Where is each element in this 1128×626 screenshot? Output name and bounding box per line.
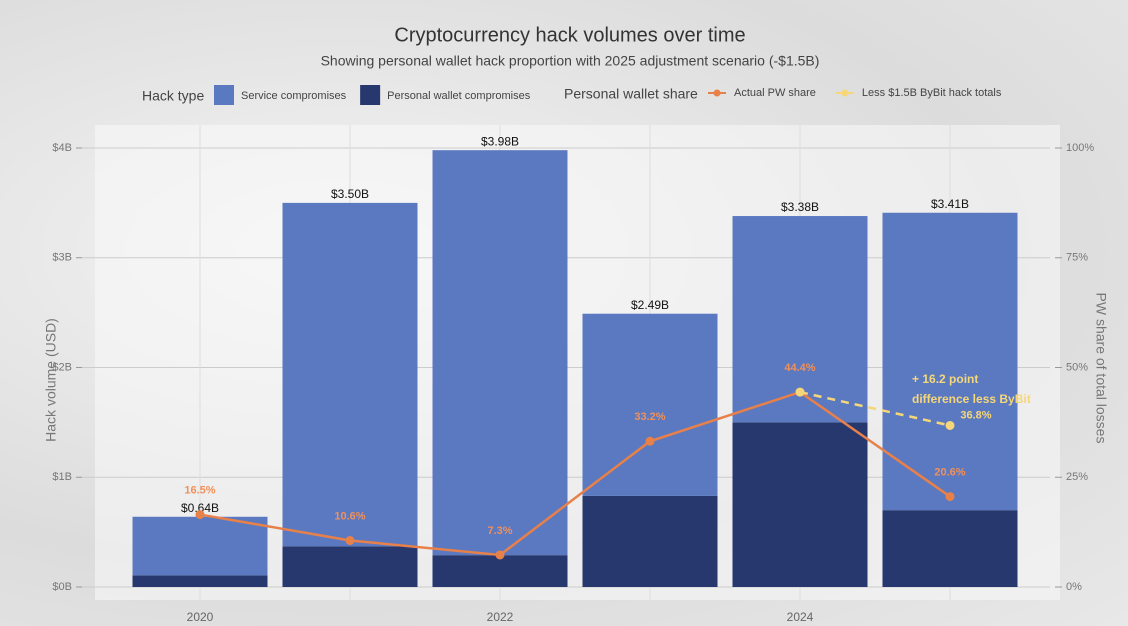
line-point [195,510,205,520]
bar [432,555,568,587]
bar [882,212,1018,511]
chart-title: Cryptocurrency hack volumes over time [394,24,745,46]
y2-axis-title: PW share of total losses [1093,293,1109,444]
line-point [795,387,805,397]
x-tick-label: 2022 [487,610,514,624]
y-axis-title: Hack volume (USD) [43,318,59,442]
legend-dot [841,89,849,97]
legend-swatch [214,85,234,105]
line [199,390,951,557]
total-label: $3.41B [931,197,969,211]
bar [732,422,868,587]
line-point [945,420,955,430]
point-label: 7.3% [487,525,512,537]
y2-tick-label: 75% [1066,252,1088,264]
bar [132,516,268,576]
bar [432,150,568,556]
total-label: $3.50B [331,187,369,201]
line-point [645,436,655,446]
line-point [495,550,505,560]
point-label: 44.4% [784,362,815,374]
bar [582,495,718,587]
legend-label: Less $1.5B ByBit hack totals [862,87,1002,99]
y2-tick-label: 50% [1066,361,1088,373]
point-label: 10.6% [334,510,365,522]
y2-tick-label: 100% [1066,142,1094,154]
bar [882,510,1018,587]
line [799,390,951,427]
legend-title: Hack type [142,88,204,104]
y-tick-label: $0B [52,581,72,593]
point-label: 33.2% [634,411,665,423]
annotation: + 16.2 point difference less ByBit [912,372,1031,406]
line-point [945,492,955,502]
point-label: 16.5% [184,484,215,496]
bar [132,575,268,587]
x-tick-label: 2020 [187,610,214,624]
legend-label: Service compromises [241,90,347,102]
y-tick-label: $3B [52,252,72,264]
y-tick-label: $2B [52,361,72,373]
bar [582,313,718,496]
y-tick-label: $4B [52,142,72,154]
point-label: 36.8% [960,409,991,421]
x-tick-label: 2024 [787,610,814,624]
total-label: $2.49B [631,298,669,312]
y2-tick-label: 0% [1066,581,1082,593]
y-tick-label: $1B [52,471,72,483]
y2-tick-label: 25% [1066,471,1088,483]
legend-swatch [360,85,381,105]
legend-label: Personal wallet compromises [387,90,531,102]
chart-subtitle: Showing personal wallet hack proportion … [321,53,820,69]
bar [282,546,418,587]
point-label: 20.6% [934,466,965,478]
total-label: $3.38B [781,200,819,214]
bar [282,202,418,547]
line-point [345,535,355,545]
legend-label: Actual PW share [734,87,816,99]
total-label: $0.64B [181,501,219,515]
total-label: $3.98B [481,134,519,148]
legend-title: Personal wallet share [564,86,698,102]
legend-dot [713,89,721,97]
